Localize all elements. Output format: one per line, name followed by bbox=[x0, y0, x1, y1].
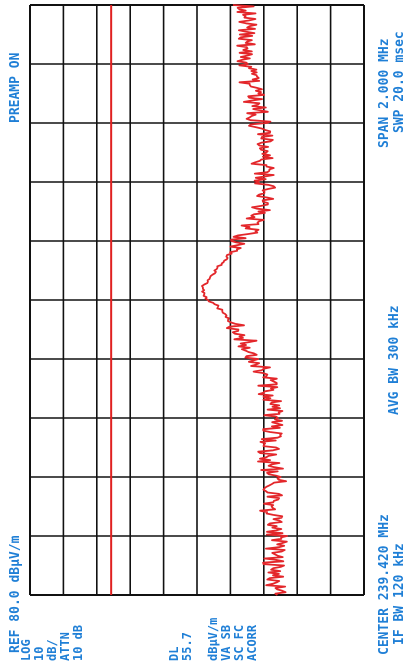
ref-level-label: REF 80.0 dBμV/m bbox=[8, 535, 23, 653]
sweep-readout: SWP 20.0 msec bbox=[392, 31, 407, 133]
spectrum-trace bbox=[201, 4, 288, 596]
flag-acorr: ACORR bbox=[245, 624, 259, 661]
center-frequency: CENTER 239.420 MHz bbox=[377, 514, 392, 655]
avg-bandwidth: AVG BW 300 kHz bbox=[387, 305, 402, 415]
atten-value: 10 dB bbox=[71, 624, 85, 661]
display-line-value: 55.7 bbox=[180, 632, 194, 661]
span-readout: SPAN 2.000 MHz bbox=[377, 38, 392, 148]
if-bandwidth: IF BW 120 kHz bbox=[392, 543, 407, 645]
preamp-label: PREAMP ON bbox=[8, 52, 23, 123]
